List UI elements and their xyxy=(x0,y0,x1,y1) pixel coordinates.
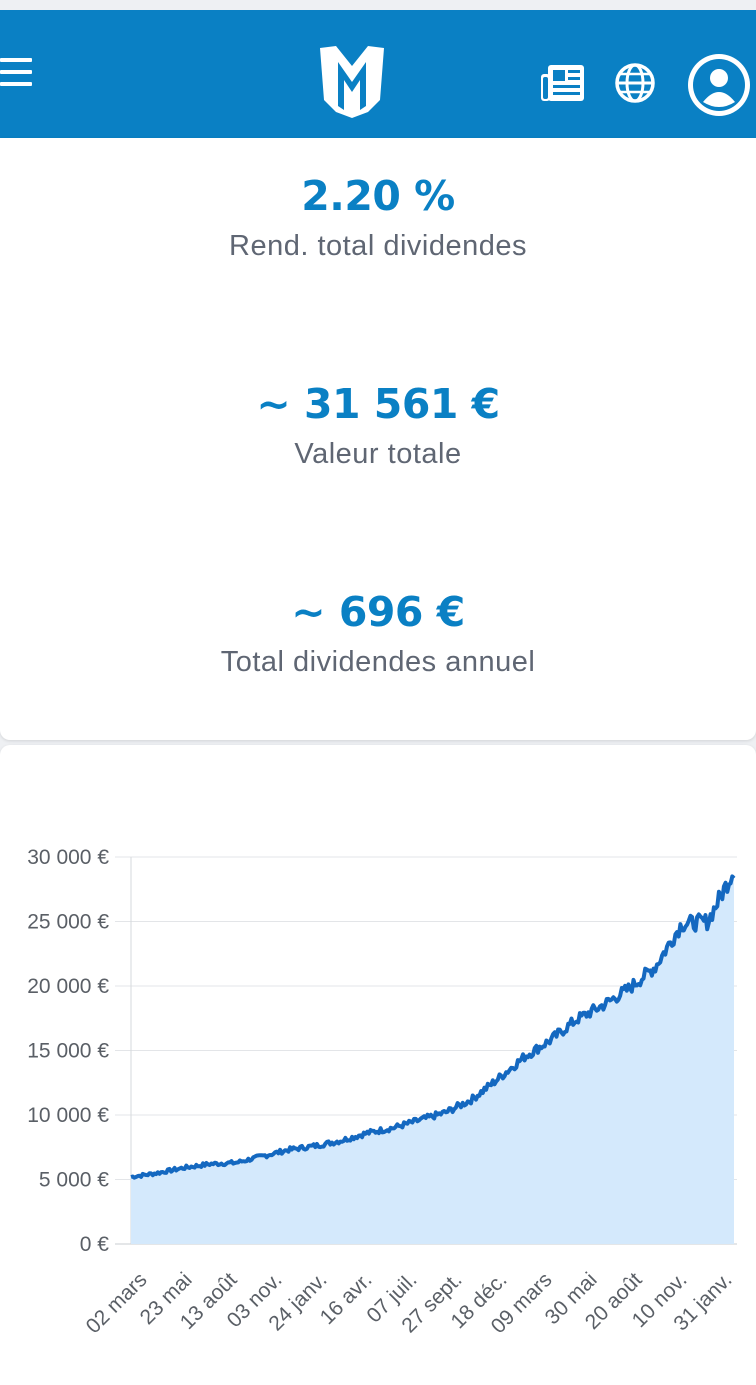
portfolio-value-chart: 0 € 5 000 € 10 000 € 15 000 € 20 000 € 25 000… xyxy=(27,846,737,1338)
top-navigation-bar xyxy=(0,10,756,138)
globe-icon[interactable] xyxy=(613,61,657,105)
y-tick-label: 0 € xyxy=(80,1233,110,1256)
series-area xyxy=(131,876,734,1244)
portfolio-summary-card: 2.20 % Rend. total dividendes ~ 31 561 €… xyxy=(0,138,756,740)
stat-label: Rend. total dividendes xyxy=(229,230,527,262)
y-tick-label: 15 000 € xyxy=(27,1040,109,1063)
y-tick-label: 5 000 € xyxy=(39,1169,109,1192)
annual-dividends-stat: ~ 696 € Total dividendes annuel xyxy=(0,588,756,679)
x-tick-label: 02 mars xyxy=(82,1268,152,1338)
y-tick-label: 20 000 € xyxy=(27,975,109,998)
y-tick-label: 30 000 € xyxy=(27,846,109,869)
portfolio-value-chart-card: 0 € 5 000 € 10 000 € 15 000 € 20 000 € 25 000… xyxy=(0,745,756,1385)
stat-value: ~ 696 € xyxy=(291,588,465,636)
stat-value: ~ 31 561 € xyxy=(256,380,500,428)
y-tick-label: 25 000 € xyxy=(27,911,109,934)
newspaper-icon[interactable] xyxy=(540,62,586,104)
x-tick-label: 16 avr. xyxy=(316,1268,377,1329)
y-tick-label: 10 000 € xyxy=(27,1104,109,1127)
dividend-yield-stat: 2.20 % Rend. total dividendes xyxy=(0,172,756,263)
stat-label: Total dividendes annuel xyxy=(220,646,536,678)
stat-value: 2.20 % xyxy=(301,172,455,220)
total-value-stat: ~ 31 561 € Valeur totale xyxy=(0,380,756,471)
user-avatar-icon[interactable] xyxy=(688,54,750,116)
series-line xyxy=(130,874,736,1180)
stat-label: Valeur totale xyxy=(294,438,462,470)
app-logo[interactable] xyxy=(316,40,388,120)
hamburger-menu-icon[interactable] xyxy=(0,58,32,88)
